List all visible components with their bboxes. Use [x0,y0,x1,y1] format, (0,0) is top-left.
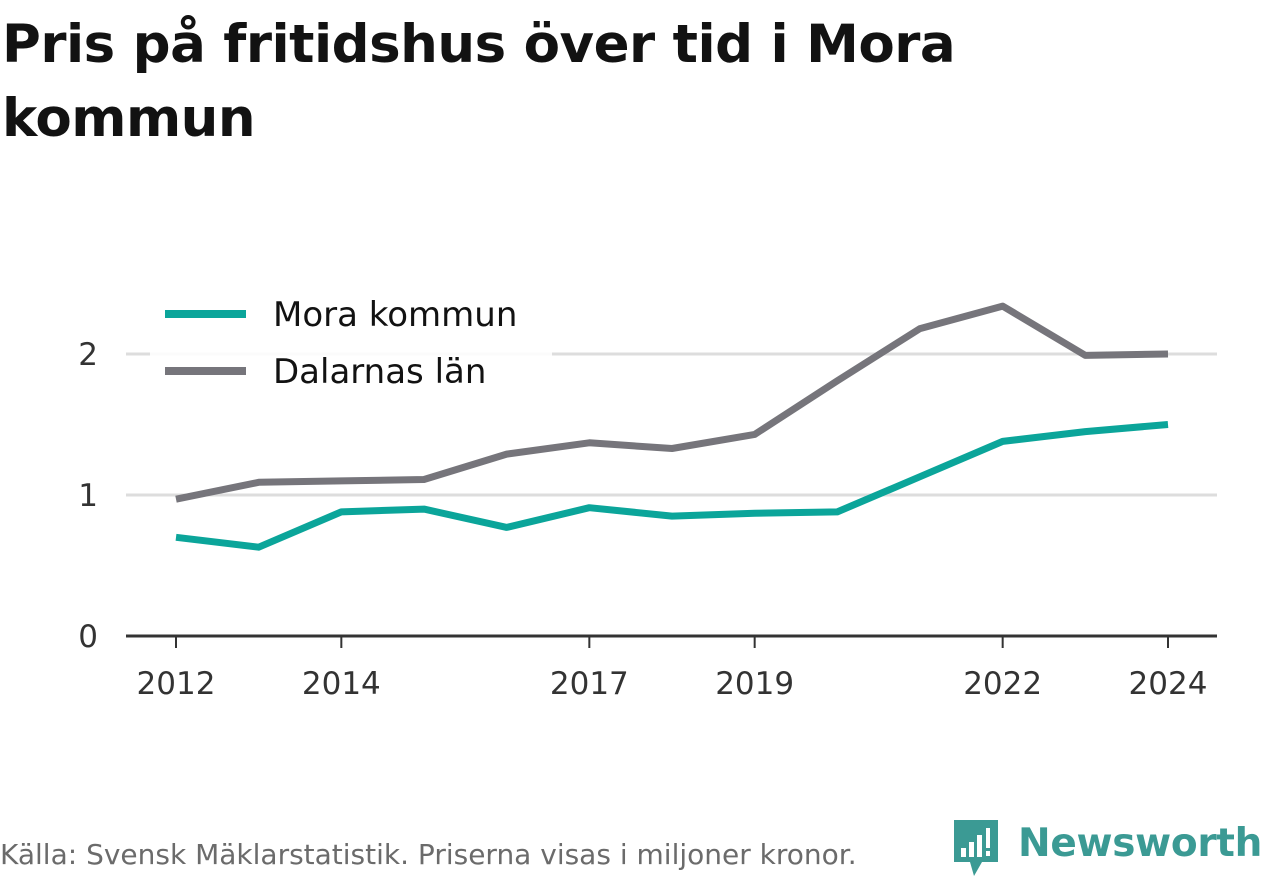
x-tick-label: 2024 [1129,666,1208,702]
x-tick-label: 2019 [715,666,794,702]
series-line [175,302,1169,503]
legend-label: Dalarnas län [273,352,486,392]
y-tick-label: 0 [78,619,98,655]
brand[interactable]: Newsworthy [952,818,1262,878]
x-tick-label: 2014 [302,666,381,702]
legend: Mora kommun Dalarnas län [150,288,552,398]
series-line [175,421,1169,551]
brand-name: Newsworthy [1018,821,1262,866]
y-tick-label: 1 [78,478,98,514]
legend-background [150,288,552,398]
x-tick-label: 2012 [137,666,216,702]
y-tick-label: 2 [78,337,98,373]
newsworthy-logo-icon [954,820,998,876]
source-note: Källa: Svensk Mäklarstatistik. Priserna … [0,838,857,871]
x-tick-label: 2022 [963,666,1042,702]
x-axis [126,634,1217,648]
legend-label: Mora kommun [273,295,517,335]
chart-title: Pris på fritidshus över tid i Mora kommu… [2,14,956,149]
x-tick-label: 2017 [550,666,629,702]
line-chart: 0 1 2 2012 2014 2017 2019 2022 2024 Mora kommun… [78,288,1217,702]
series-lines [175,302,1169,551]
x-axis-tick-labels: 2012 2014 2017 2019 2022 2024 [137,666,1208,702]
y-axis-tick-labels: 0 1 2 [78,337,98,655]
